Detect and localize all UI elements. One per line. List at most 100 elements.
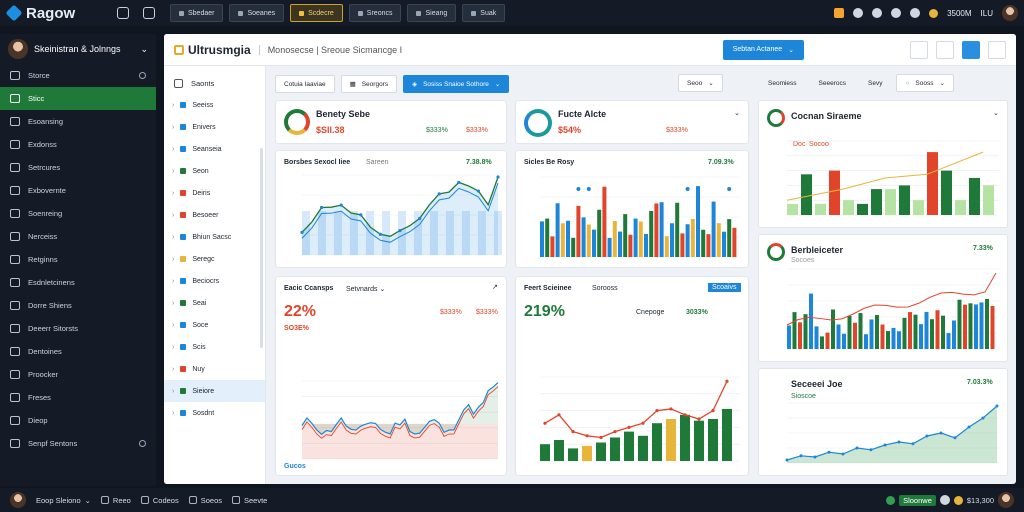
- tree-item-1[interactable]: › Seeiss: [172, 101, 214, 109]
- tab-overview[interactable]: Cotuia Iaaviae: [275, 75, 335, 93]
- tree-item-8[interactable]: › Seregc: [172, 255, 215, 263]
- sidebar-item-14[interactable]: Proocker: [0, 363, 156, 386]
- sidebar-item-10[interactable]: Esdnletcinens: [0, 271, 156, 294]
- btn-c[interactable]: Sevy: [868, 79, 883, 87]
- kpi-card-1[interactable]: Benety Sebe $Sll.38 $333% $333%: [275, 100, 507, 144]
- bar: [891, 327, 896, 349]
- tree-item-6[interactable]: › Besoeer: [172, 211, 219, 219]
- bottom-item-2[interactable]: Codeos: [140, 496, 179, 505]
- clock-icon[interactable]: [853, 8, 864, 18]
- sidebar-item-8[interactable]: Nerceiss: [0, 225, 156, 248]
- top-tab-5[interactable]: Sieang: [407, 4, 457, 22]
- data-point: [496, 175, 500, 179]
- chart-card-1[interactable]: Borsbes Sexocl Iiee Sareen 7.38.8%: [275, 150, 507, 268]
- item-icon: [180, 168, 187, 174]
- user-avatar[interactable]: [10, 492, 26, 508]
- sidebar-item-1[interactable]: Storce: [0, 64, 156, 87]
- nav-icon: [10, 370, 20, 379]
- settings-icon[interactable]: [936, 40, 954, 59]
- tree-header[interactable]: Saonts: [164, 72, 265, 94]
- btn-view[interactable]: Seoo ⌄: [678, 74, 723, 92]
- chart4-badge[interactable]: Scoaivs: [708, 283, 741, 292]
- tree-item-14[interactable]: › Sieiore: [164, 380, 265, 402]
- layout-icon[interactable]: [910, 40, 928, 59]
- bookmark-icon[interactable]: [834, 8, 845, 18]
- top-tab-3[interactable]: Scdecre: [290, 4, 343, 22]
- top-tab-2[interactable]: Soeanes: [229, 4, 285, 22]
- sidebar-item-16[interactable]: Dieop: [0, 409, 156, 432]
- window-icon[interactable]: [117, 7, 129, 19]
- globe-icon[interactable]: [962, 40, 980, 59]
- right-card-2[interactable]: Berbleiceter Socoes 7.33%: [758, 234, 1008, 362]
- tree-item-10[interactable]: › Seai: [172, 299, 207, 307]
- data-point: [627, 425, 631, 429]
- sidebar-item-15[interactable]: Freses: [0, 386, 156, 409]
- btn-b[interactable]: Seeerocs: [818, 79, 847, 87]
- chart-card-2[interactable]: Sicles Be Rosy 7.09.3%: [515, 150, 749, 268]
- kpi-card-2[interactable]: Fucte Alcte $54% $333% ⌄: [515, 100, 749, 144]
- tree-item-15[interactable]: › Sosdnt: [172, 409, 215, 417]
- right-card-3[interactable]: Seceeei Joe Sioscoe 7.03.3%: [758, 368, 1008, 476]
- chevron-down-icon[interactable]: ⌄: [993, 110, 999, 117]
- filter-dropdown[interactable]: ◈ Sosiss Snaioe Sothore ⌄: [403, 75, 510, 93]
- chart-card-3[interactable]: Eacic Ccansps Setvnards ⌄ ↗ 22% SO3E% $3…: [275, 276, 507, 476]
- chart3-dropdown[interactable]: Setvnards ⌄: [346, 286, 386, 293]
- bottom-item-1[interactable]: Reeo: [100, 496, 131, 505]
- user-menu[interactable]: Skeinistran & Jolnngs ⌄: [0, 34, 156, 64]
- sidebar-item-9[interactable]: Retginns: [0, 248, 156, 271]
- profile-icon[interactable]: [988, 40, 1006, 59]
- tree-item-12[interactable]: › Scis: [172, 343, 206, 351]
- item-icon: [180, 124, 187, 130]
- sidebar-item-17[interactable]: Senpf Sentons: [0, 432, 156, 455]
- sidebar-item-5[interactable]: Setrcures: [0, 156, 156, 179]
- tree-item-3[interactable]: › Seanseia: [172, 145, 222, 153]
- app-logo[interactable]: Ragow: [5, 5, 110, 22]
- chevron-down-icon[interactable]: ⌄: [734, 110, 740, 117]
- bar: [814, 326, 819, 349]
- bottom-user[interactable]: Eoop Sleiono ⌄: [36, 495, 91, 505]
- chart4-dropdown[interactable]: Sorooss: [592, 285, 618, 292]
- tab-reports[interactable]: ▦ Seorgors: [340, 75, 398, 93]
- send-icon[interactable]: [891, 8, 902, 18]
- tree-item-4[interactable]: › Seon: [172, 167, 209, 175]
- chevron-down-icon: ⌄: [939, 80, 945, 87]
- right-card-1[interactable]: Cocnan Siraeme ⌄ Doc Socoo: [758, 100, 1008, 228]
- user-avatar[interactable]: [998, 492, 1014, 508]
- btn-a[interactable]: Seomiess: [768, 79, 797, 87]
- bottom-badge[interactable]: Sloonwe: [899, 494, 936, 506]
- bar: [690, 218, 695, 257]
- tree-item-11[interactable]: › Soce: [172, 321, 209, 329]
- tree-item-7[interactable]: › Bhiun Sacsc: [172, 233, 232, 241]
- series-line: [786, 272, 997, 326]
- tree-scrollbar[interactable]: [260, 148, 263, 348]
- top-tab-4[interactable]: Sreoncs: [348, 4, 402, 22]
- bar: [628, 234, 633, 257]
- bottom-item-4[interactable]: Seevte: [232, 496, 267, 505]
- bottom-item-3[interactable]: Soeos: [188, 496, 222, 505]
- gear-icon[interactable]: [910, 8, 921, 18]
- sidebar-item-2[interactable]: Sticc: [0, 87, 156, 110]
- top-tab-6[interactable]: Suak: [462, 4, 506, 22]
- user-avatar[interactable]: [1002, 5, 1018, 21]
- chart-card-4[interactable]: Feert Scieinee Sorooss Scoaivs 219% Cnep…: [515, 276, 749, 476]
- sidebar-item-13[interactable]: Dentoines: [0, 340, 156, 363]
- tree-item-2[interactable]: › Enivers: [172, 123, 216, 131]
- tree-item-5[interactable]: › Deiris: [172, 189, 211, 197]
- bar: [787, 325, 791, 349]
- sidebar-item-3[interactable]: Esoansing: [0, 110, 156, 133]
- sidebar-item-6[interactable]: Exbovernte: [0, 179, 156, 202]
- btn-d[interactable]: ○ Sooss ⌄: [896, 74, 954, 92]
- sidebar-item-12[interactable]: Deeerr Sitorsts: [0, 317, 156, 340]
- header-dropdown-button[interactable]: Sebtan Actanee ⌄: [722, 39, 804, 60]
- gear-icon[interactable]: [939, 495, 950, 505]
- tree-item-9[interactable]: › Beciocrs: [172, 277, 220, 285]
- expand-icon[interactable]: ↗: [492, 284, 498, 291]
- help-icon[interactable]: [872, 8, 883, 18]
- chart4-svg: [540, 376, 740, 462]
- sidebar-item-11[interactable]: Dorre Shiens: [0, 294, 156, 317]
- sidebar-item-4[interactable]: Exdonss: [0, 133, 156, 156]
- top-tab-1[interactable]: Sbedaer: [170, 4, 224, 22]
- sidebar-item-7[interactable]: Soenreing: [0, 202, 156, 225]
- tv-icon[interactable]: [143, 7, 155, 19]
- tree-item-13[interactable]: › Nuy: [172, 365, 205, 373]
